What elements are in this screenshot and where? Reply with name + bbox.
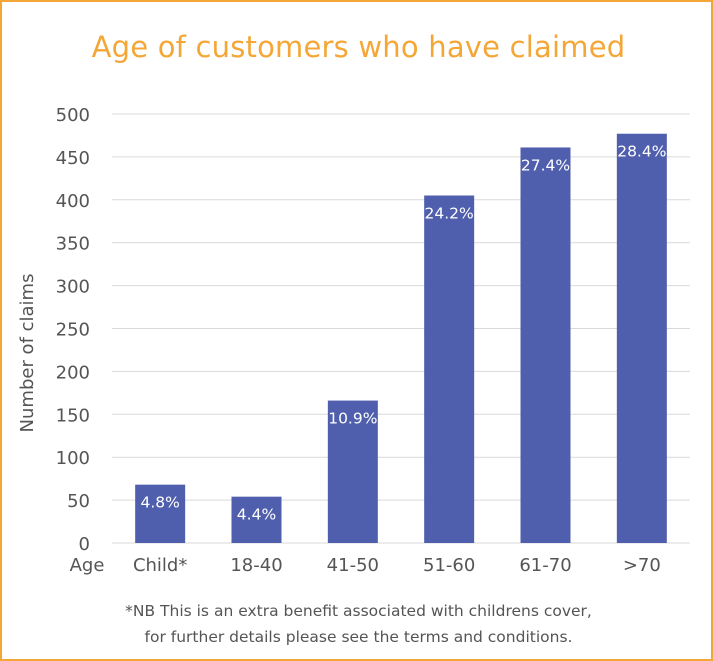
bar [327, 400, 378, 543]
x-category-label: 18-40 [230, 555, 282, 576]
bar [231, 496, 282, 543]
y-tick-label: 500 [56, 105, 90, 126]
bar-data-label: 27.4% [521, 156, 570, 174]
x-category-label: 51-60 [423, 555, 475, 576]
footnote-line-1: *NB This is an extra benefit associated … [125, 602, 592, 620]
bar-data-label: 28.4% [617, 143, 666, 161]
x-axis-title: Age [70, 555, 105, 576]
bar-data-label: 10.9% [328, 410, 377, 428]
x-category-label: >70 [623, 555, 661, 576]
bar-chart: 0 50 100 150 200 250 300 350 400 450 500 4.8% 4.4% 1… [17, 105, 690, 576]
bar-data-label: 24.2% [425, 205, 474, 223]
bars: 4.8% 4.4% 10.9% 24.2% 27.4% 28.4% [135, 133, 667, 543]
y-tick-label: 200 [56, 362, 90, 383]
x-category-label: 61-70 [519, 555, 571, 576]
bar [424, 195, 475, 543]
bar [135, 484, 186, 543]
y-tick-label: 350 [56, 234, 90, 255]
footnote: *NB This is an extra benefit associated … [2, 598, 713, 650]
y-tick-label: 300 [56, 277, 90, 298]
bar [616, 133, 667, 543]
bar [520, 147, 571, 543]
chart-title: Age of customers who have claimed [91, 30, 626, 64]
y-axis-ticks: 0 50 100 150 200 250 300 350 400 450 500 [56, 105, 90, 555]
y-tick-label: 150 [56, 405, 90, 426]
y-tick-label: 450 [56, 148, 90, 169]
y-tick-label: 250 [56, 320, 90, 341]
y-tick-label: 400 [56, 191, 90, 212]
x-category-label: Child* [133, 555, 187, 576]
bar-data-label: 4.8% [140, 494, 179, 512]
gridlines [112, 113, 690, 544]
y-axis-title: Number of claims [17, 274, 38, 433]
y-tick-label: 0 [79, 534, 90, 555]
bar-data-label: 4.4% [237, 506, 276, 524]
y-tick-label: 100 [56, 448, 90, 469]
footnote-line-2: for further details please see the terms… [144, 628, 573, 646]
x-axis-categories: Child* 18-40 41-50 51-60 61-70 >70 [133, 555, 661, 576]
x-category-label: 41-50 [327, 555, 379, 576]
y-tick-label: 50 [67, 491, 90, 512]
